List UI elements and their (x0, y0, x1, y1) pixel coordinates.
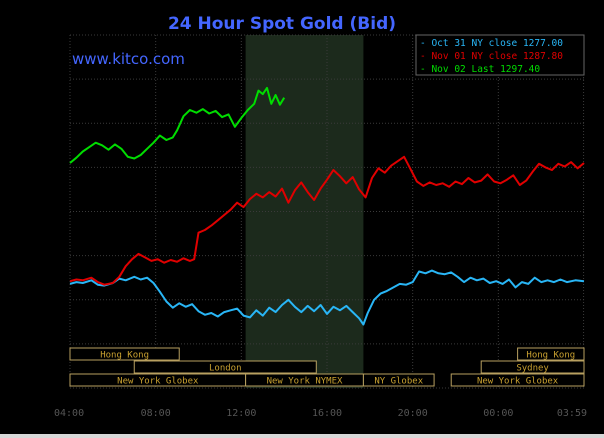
x-tick-ny: 20:00 (483, 394, 513, 405)
y-tick-label: 1295.0 (31, 119, 67, 130)
x-tick-ny: 16:00 (398, 394, 428, 405)
session-box (69, 347, 180, 361)
session-label: Hong Kong (526, 351, 575, 361)
x-tick-gmt: 08:00 (141, 408, 171, 419)
chart-title: 24 Hour Spot Gold (Bid) (168, 14, 396, 34)
y-tick-label: 1270.0 (31, 340, 67, 351)
site-label: www.kitco.com (72, 50, 185, 68)
series-line-0 (69, 269, 585, 326)
x-tick-gmt: 16:00 (312, 408, 342, 419)
gmt-label: GMT (17, 409, 34, 419)
x-tick-gmt: 12:00 (226, 408, 256, 419)
session-label: Hong Kong (100, 351, 149, 361)
y-tick-label: 1290.0 (31, 163, 67, 174)
session-box (450, 373, 585, 387)
y-tick-label: 1305.0 (31, 31, 67, 42)
session-label: London (209, 364, 242, 374)
legend-entry-nov01: - Nov 01 NY close 1287.80 (420, 51, 563, 62)
x-tick-labels: 00:00 04:00 04:00 08:00 08:00 12:00 12:00 16:00… (54, 394, 587, 419)
y-tick-label: 1275.0 (31, 296, 67, 307)
x-tick-ny: 04:00 (141, 394, 171, 405)
session-box (362, 373, 435, 387)
x-tick-gmt: 00:00 (483, 408, 513, 419)
price-series (69, 86, 585, 326)
x-tick-ny: 08:00 (226, 394, 256, 405)
session-label: NY Globex (374, 377, 423, 387)
session-box (517, 347, 585, 361)
grid-lines (69, 34, 585, 389)
session-label: New York Globex (117, 377, 199, 387)
x-tick-ny: 00:00 (54, 394, 84, 405)
legend: - Oct 31 NY close 1277.00 - Nov 01 NY cl… (415, 34, 585, 76)
session-label: New York Globex (477, 377, 559, 387)
session-label: New York NYMEX (267, 377, 343, 387)
series-line-1 (69, 155, 585, 286)
y-tick-labels: 1305.0 1300.0 1295.0 1290.0 1285.0 1280.0 1275… (31, 31, 67, 395)
x-tick-ny: 12:00 (312, 394, 342, 405)
legend-entry-oct31: - Oct 31 NY close 1277.00 (420, 38, 563, 49)
y-tick-label: 1285.0 (31, 208, 67, 219)
x-tick-gmt: 04:00 (54, 408, 84, 419)
x-tick-gmt: 03:59 (557, 408, 587, 419)
session-box (480, 360, 585, 374)
legend-box (415, 34, 585, 76)
y-tick-label: 1300.0 (31, 75, 67, 86)
ny-time-label: NY Time (10, 395, 48, 405)
chart-datetime: November 02, 2016 09:33 (424, 22, 562, 33)
series-line-2 (69, 86, 286, 164)
y-tick-label: 1265.0 (31, 384, 67, 395)
y-tick-label: 1280.0 (31, 252, 67, 263)
legend-entry-nov02: - Nov 02 Last 1297.40 (420, 64, 540, 75)
y-axis-label: USD/oz (3, 14, 36, 24)
session-box (133, 360, 317, 374)
x-tick-ny: 23:59 (557, 394, 587, 405)
x-tick-gmt: 20:00 (398, 408, 428, 419)
market-sessions: Hong Kong London New York Globex New York N… (69, 347, 585, 387)
session-label: Sydney (516, 364, 549, 374)
